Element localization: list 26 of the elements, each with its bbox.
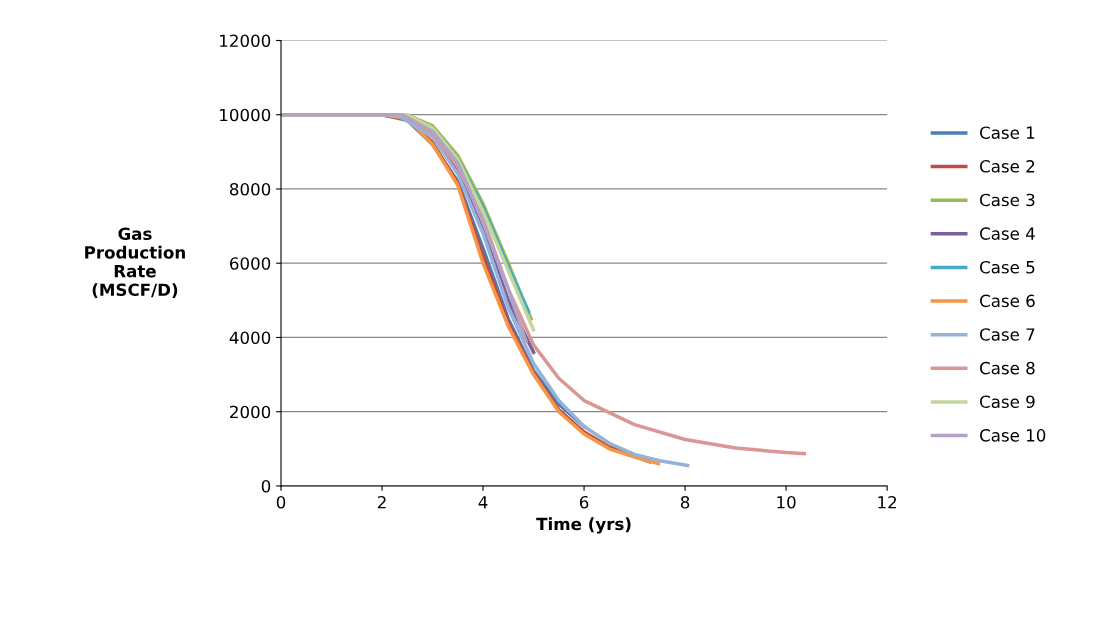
x-tick-label: 4 (478, 496, 488, 509)
x-tick-label: 6 (579, 495, 589, 509)
legend-label: Case 5 (980, 260, 1035, 274)
legend-label: Case 2 (980, 160, 1035, 173)
legend-label: Case 1 (980, 126, 1035, 139)
y-tick-label: 10000 (220, 108, 271, 122)
y-axis-title: Gas Production Rate (MSCF/D) (85, 227, 185, 299)
x-tick-label: 10 (777, 495, 796, 509)
x-tick-label: 0 (276, 495, 286, 509)
x-tick-label: 2 (377, 495, 386, 509)
y-tick-label: 6000 (230, 257, 271, 270)
legend-label: Case 6 (980, 294, 1035, 308)
legend-label: Case 9 (980, 395, 1035, 409)
legend-label: Case 8 (980, 361, 1035, 375)
x-tick-label: 8 (680, 495, 690, 509)
legend-label: Case 10 (980, 429, 1046, 442)
legend-label: Case 4 (980, 227, 1035, 240)
y-tick-label: 4000 (229, 331, 271, 345)
x-tick-label: 12 (878, 495, 897, 509)
y-tick-label: 8000 (230, 182, 271, 196)
legend-label: Case 7 (980, 328, 1035, 341)
legend-label: Case 3 (980, 193, 1035, 207)
y-tick-label: 12000 (220, 34, 271, 48)
x-axis-title: Time (yrs) (536, 517, 631, 534)
y-tick-label: 0 (261, 479, 271, 493)
y-tick-label: 2000 (230, 405, 271, 419)
